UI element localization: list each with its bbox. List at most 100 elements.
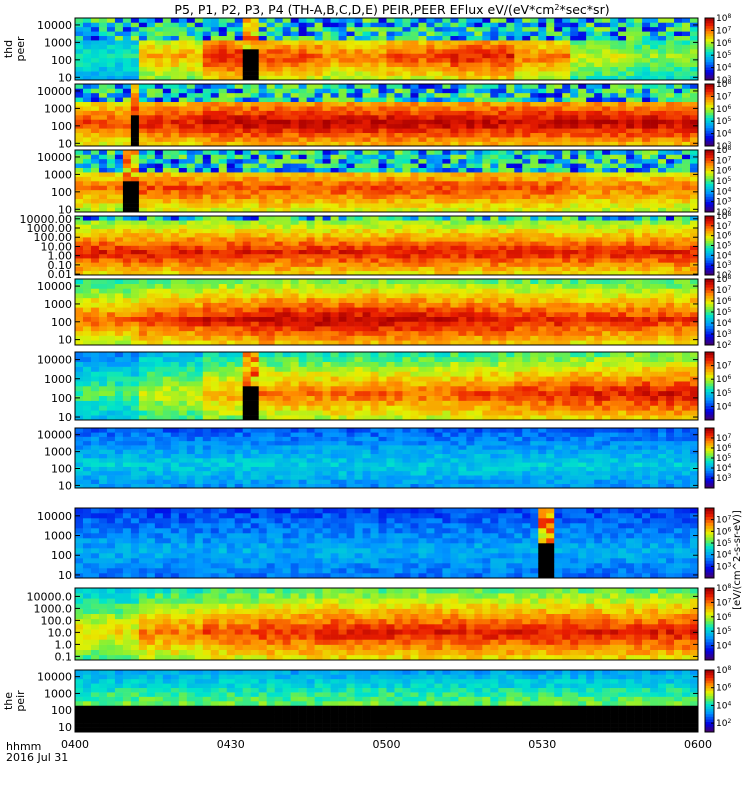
spectrogram-cell [658,194,667,200]
spectrogram-cell [498,132,507,138]
spectrogram-cell [322,141,331,147]
spectrogram-cell [354,245,363,251]
spectrogram-cell [530,123,539,129]
spectrogram-cell [218,88,228,94]
spectrogram-cell [290,194,299,200]
spectrogram-cell [82,283,92,289]
spectrogram-cell [250,137,260,142]
spectrogram-cell [450,249,459,255]
spectrogram-cell [194,75,204,81]
colorbar-step [705,96,714,100]
spectrogram-cell [466,198,475,204]
spectrogram-cell [75,326,84,332]
spectrogram-cell [650,123,659,129]
spectrogram-cell [106,326,116,332]
spectrogram-cell [106,35,116,41]
spectrogram-cell [250,228,260,234]
spectrogram-cell [482,35,491,41]
spectrogram-cell [186,57,196,63]
spectrogram-cell [346,176,355,182]
spectrogram-cell [178,106,188,111]
spectrogram-cell [522,241,531,246]
spectrogram-cell [530,132,539,138]
spectrogram-cell [226,75,236,81]
spectrogram-cell [314,194,323,200]
spectrogram-cell [554,176,563,182]
panel-frame [74,17,699,81]
spectrogram-cell [674,258,683,263]
spectrogram-cell [458,249,467,255]
spectrogram-cell [298,232,307,238]
spectrogram-cell [434,44,443,50]
spectrogram-cell [298,340,307,346]
spectrogram-cell [586,53,595,59]
spectrogram-cell [474,216,483,221]
spectrogram-cell [562,207,571,213]
spectrogram-cell [234,288,244,294]
spectrogram-cell [346,189,355,195]
spectrogram-cell [338,31,347,37]
spectrogram-cell [90,316,100,322]
spectrogram-cell [258,330,267,336]
spectrogram-cell [122,172,132,177]
spectrogram-cell [642,258,651,263]
spectrogram-cell [674,57,683,63]
spectrogram-cell [386,35,395,41]
spectrogram-cell [538,62,547,68]
spectrogram-cell [314,137,323,142]
spectrogram-cell [122,18,132,23]
spectrogram-cell [370,220,379,225]
spectrogram-cell [418,71,427,76]
spectrogram-cell [658,26,667,32]
spectrogram-cell [498,150,507,155]
spectrogram-cell [514,194,523,200]
y-tick-label: 10000 [37,85,72,98]
spectrogram-cell [362,31,371,37]
spectrogram-cell [234,198,244,204]
spectrogram-cell [642,203,651,208]
spectrogram-cell [226,66,236,72]
spectrogram-cell [338,220,347,225]
spectrogram-cell [690,207,699,213]
spectrogram-cell [106,75,116,81]
spectrogram-cell [314,185,323,191]
spectrogram-cell [506,181,515,186]
spectrogram-cell [210,228,220,234]
spectrogram-cell [666,203,675,208]
spectrogram-cell [338,216,347,221]
spectrogram-cell [90,245,100,251]
spectrogram-cell [146,302,156,308]
spectrogram-cell [346,181,355,186]
spectrogram-cell [610,31,619,37]
y-tick-label: 1000 [44,168,72,181]
spectrogram-cell [346,97,355,103]
spectrogram-cell [194,123,204,129]
spectrogram-cell [442,203,451,208]
spectrogram-cell [362,26,371,32]
spectrogram-cell [146,167,156,173]
spectrogram-cell [674,22,683,28]
spectrogram-cell [106,207,116,213]
spectrogram-cell [370,66,379,72]
spectrogram-cell [202,293,212,299]
spectrogram-cell [138,216,148,221]
spectrogram-cell [474,26,483,32]
spectrogram-cell [562,44,571,50]
spectrogram-cell [466,181,475,186]
spectrogram-cell [634,228,643,234]
spectrogram-cell [122,297,132,303]
spectrogram-cell [242,321,252,327]
spectrogram-cell [130,49,140,54]
spectrogram-cell [570,88,579,94]
spectrogram-cell [290,62,299,68]
spectrogram-cell [586,84,595,89]
spectrogram-cell [298,106,307,111]
spectrogram-cell [130,75,140,81]
spectrogram-cell [362,119,371,125]
spectrogram-cell [410,40,419,45]
spectrogram-cell [402,172,411,177]
colorbar-step [705,233,714,236]
spectrogram-cell [90,241,100,246]
spectrogram-cell [546,207,555,213]
spectrogram-cell [618,132,627,138]
